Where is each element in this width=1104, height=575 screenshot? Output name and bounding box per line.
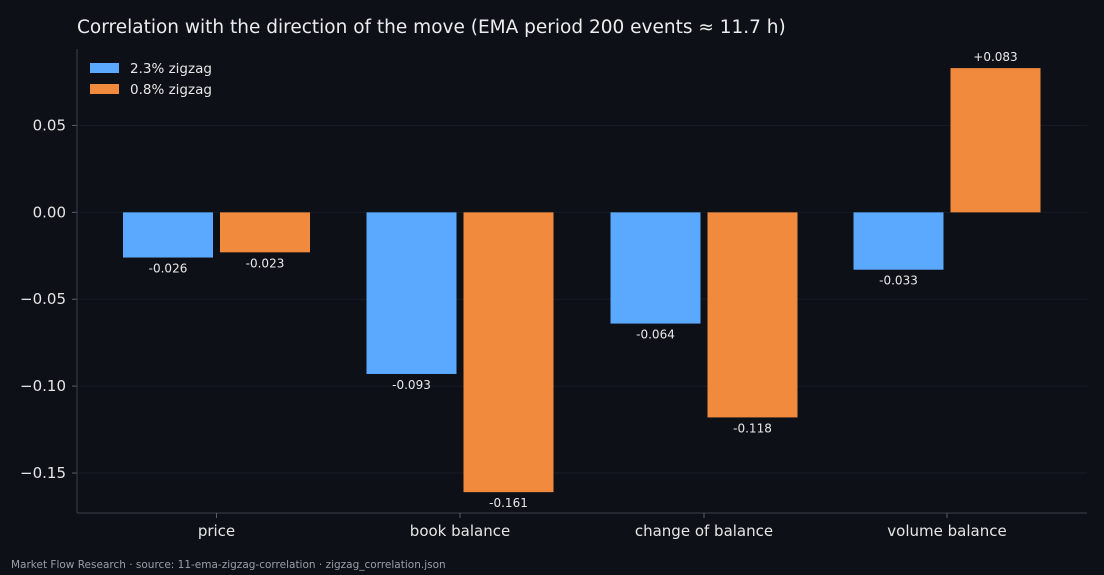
data-label: +0.083 xyxy=(973,50,1017,64)
y-tick-label: 0.00 xyxy=(33,203,66,221)
data-label: -0.093 xyxy=(392,378,431,392)
x-tick-label: change of balance xyxy=(635,522,773,540)
legend-swatch xyxy=(90,84,119,94)
bar xyxy=(950,68,1041,213)
y-tick-label: −0.05 xyxy=(20,290,66,308)
bar xyxy=(123,212,213,258)
legend-label: 0.8% zigzag xyxy=(130,82,212,98)
bar xyxy=(463,212,554,493)
source-footer: Market Flow Research · source: 11-ema-zi… xyxy=(11,559,446,571)
bar xyxy=(366,212,457,374)
x-tick-label: book balance xyxy=(410,522,510,540)
bar xyxy=(853,212,944,270)
data-label: -0.026 xyxy=(149,262,188,276)
x-tick-label: price xyxy=(198,522,235,540)
y-tick-label: −0.15 xyxy=(20,464,66,482)
data-label: -0.023 xyxy=(246,256,285,270)
data-label: -0.064 xyxy=(636,328,675,342)
y-tick-label: −0.10 xyxy=(20,377,66,395)
grid-lines xyxy=(77,124,1087,474)
y-tick-label: 0.05 xyxy=(33,116,66,134)
axes xyxy=(72,49,1087,518)
bar xyxy=(707,212,798,418)
data-label: -0.033 xyxy=(879,274,918,288)
bar xyxy=(610,212,701,324)
bar xyxy=(220,212,310,253)
chart-title: Correlation with the direction of the mo… xyxy=(77,17,786,38)
legend-swatch xyxy=(90,63,119,73)
bars xyxy=(123,68,1041,493)
x-tick-label: volume balance xyxy=(887,522,1006,540)
data-label: -0.118 xyxy=(733,421,772,435)
data-labels: -0.026 -0.093 -0.064 -0.033 -0.023 -0.161 -0.1… xyxy=(149,50,1018,510)
legend-label: 2.3% zigzag xyxy=(130,61,212,77)
tick-labels: 0.05 0.00 −0.05 −0.10 −0.15 price book balance… xyxy=(20,116,1007,540)
legend: 2.3% zigzag 0.8% zigzag xyxy=(90,61,212,98)
data-label: -0.161 xyxy=(489,496,528,510)
